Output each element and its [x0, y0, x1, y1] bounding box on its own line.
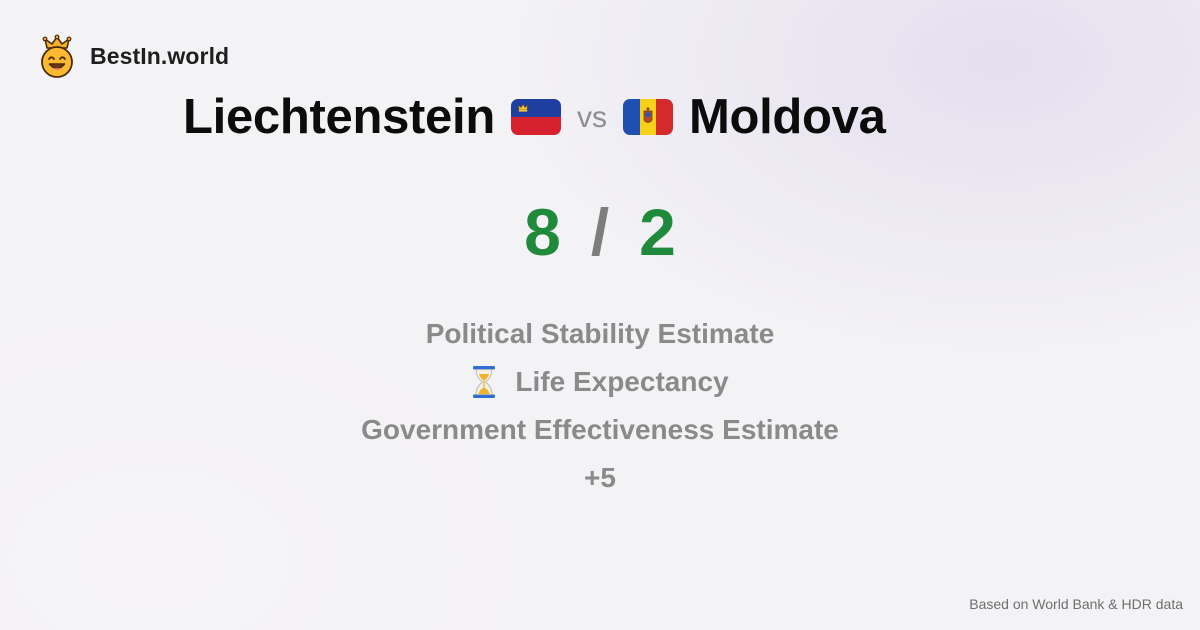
metric-label: Government Effectiveness Estimate — [361, 414, 839, 445]
metric-item: Political Stability Estimate — [0, 310, 1200, 358]
hourglass-icon — [473, 366, 496, 398]
liechtenstein-flag-icon — [510, 99, 561, 135]
right-score: 2 — [639, 195, 676, 269]
brand-name: BestIn.world — [90, 42, 230, 69]
left-country-name: Liechtenstein — [183, 90, 495, 144]
left-score: 8 — [524, 195, 561, 269]
vs-label: vs — [576, 101, 607, 134]
comparison-title: Liechtenstein vs Moldova — [183, 86, 886, 148]
metric-item: Life Expectancy — [0, 358, 1200, 406]
right-country-name: Moldova — [688, 90, 886, 144]
metric-label: Life Expectancy — [515, 366, 729, 397]
metric-item: Government Effectiveness Estimate — [0, 406, 1200, 454]
score: 8 / 2 — [0, 194, 1200, 270]
moldova-flag-icon — [622, 99, 673, 135]
data-source-note: Based on World Bank & HDR data — [969, 596, 1183, 612]
metrics-list: Political Stability Estimate Life Expect… — [0, 310, 1200, 502]
crowned-smiley-icon — [41, 34, 73, 78]
brand[interactable]: BestIn.world — [38, 34, 229, 78]
metric-label: +5 — [584, 462, 616, 493]
more-metrics-count: +5 — [0, 454, 1200, 502]
metric-label: Political Stability Estimate — [425, 318, 775, 349]
score-separator: / — [590, 195, 610, 269]
